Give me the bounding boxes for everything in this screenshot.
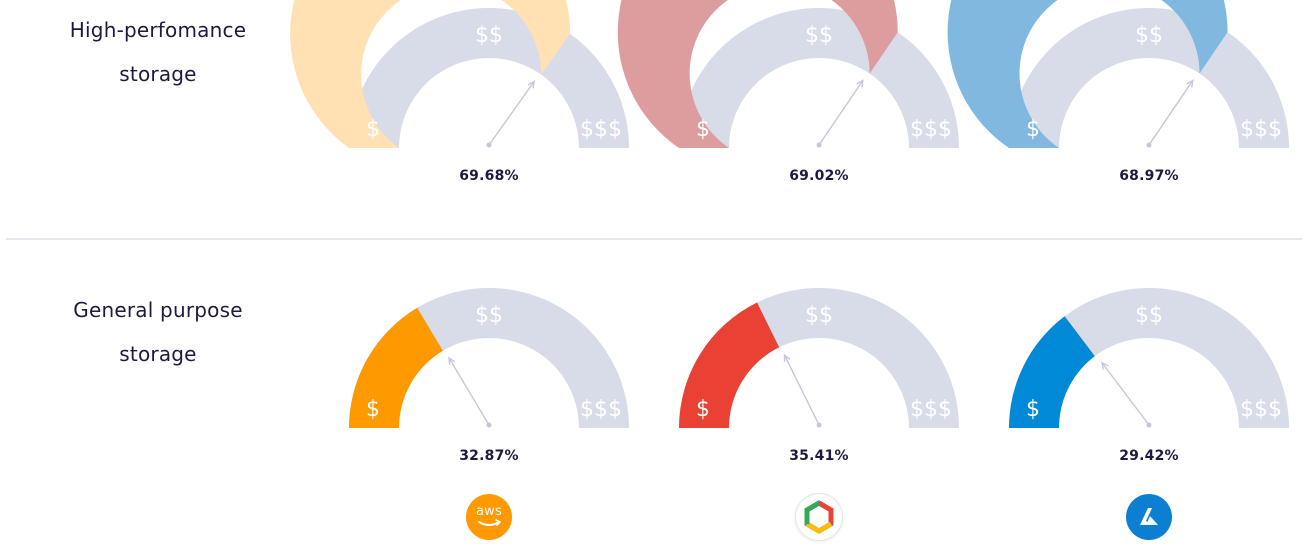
gauge-aws: $ $$ $$$ <box>349 280 629 430</box>
gauge-fill <box>947 0 1228 148</box>
gauge-svg: $$$$$$ <box>617 0 959 148</box>
gauge-svg: $$$$$$ <box>947 0 1289 148</box>
gauge-pivot <box>1146 422 1152 428</box>
gauge-svg: $$$$$$ <box>290 0 629 148</box>
gauge-value-label: 32.87% <box>459 448 519 464</box>
gauge-value-label: 68.97% <box>1119 168 1179 184</box>
gauge-pivot <box>1146 142 1152 148</box>
row-label-general-purpose: General purpose storage <box>30 288 286 376</box>
gauge-gcp: $ $$ $$$ <box>617 0 959 150</box>
gauge-needle-head <box>783 353 791 363</box>
tier-low-label: $ <box>696 397 710 422</box>
gauge-svg: $$$$$$ <box>1009 288 1289 428</box>
gauge-needle <box>1148 80 1194 146</box>
gauge-needle <box>818 80 864 146</box>
tier-high-label: $$$ <box>910 397 952 422</box>
tier-mid-label: $$ <box>805 303 833 328</box>
tier-mid-label: $$ <box>475 303 503 328</box>
gauge-value-label: 69.02% <box>789 168 849 184</box>
tier-low-label: $ <box>366 117 380 142</box>
gauge-pivot <box>816 142 822 148</box>
gauge-needle <box>488 81 535 146</box>
gauge-fill <box>1009 316 1095 428</box>
row-label-high-performance: High-perfomance storage <box>30 8 286 96</box>
gauge-fill <box>290 0 571 148</box>
row-label-line: storage <box>119 342 197 366</box>
gauge-needle-head <box>856 79 864 88</box>
gauge-needle-head <box>448 356 456 366</box>
azure-mark-icon <box>1140 508 1158 525</box>
row-label-line: storage <box>119 62 197 86</box>
gauge-needle-head <box>1101 361 1109 370</box>
gauge-aws: $ $$ $$$ <box>290 0 629 150</box>
gauge-pivot <box>486 422 492 428</box>
gauge-fill <box>349 307 443 428</box>
aws-logo-text: aws <box>476 504 502 519</box>
gauge-value-label: 35.41% <box>789 448 849 464</box>
gauge-fill <box>679 302 780 428</box>
gauge-needle <box>448 357 490 426</box>
tier-mid-label: $$ <box>1135 303 1163 328</box>
gauge-needle-head <box>527 80 536 89</box>
row-label-line: High-perfomance <box>69 18 247 42</box>
gauge-pivot <box>486 142 492 148</box>
gauge-needle <box>1101 362 1150 426</box>
gauge-needle-head <box>1186 79 1194 88</box>
azure-logo-icon <box>1126 494 1172 540</box>
tier-low-label: $ <box>696 117 710 142</box>
tier-low-label: $ <box>1026 117 1040 142</box>
tier-mid-label: $$ <box>475 23 503 48</box>
gauge-track <box>1009 288 1289 428</box>
tier-low-label: $ <box>1026 397 1040 422</box>
tier-mid-label: $$ <box>1135 23 1163 48</box>
tier-high-label: $$$ <box>580 397 622 422</box>
gauge-fill <box>617 0 898 148</box>
tier-low-label: $ <box>366 397 380 422</box>
gauge-svg: $$$$$$ <box>679 288 959 428</box>
gauge-pivot <box>816 422 822 428</box>
gauge-svg: $$$$$$ <box>349 288 629 428</box>
gauge-azure: $ $$ $$$ <box>947 0 1289 150</box>
gauge-azure: $ $$ $$$ <box>1009 280 1289 430</box>
tier-high-label: $$$ <box>1240 397 1282 422</box>
google-cloud-logo-icon <box>796 494 842 540</box>
tier-high-label: $$$ <box>910 117 952 142</box>
tier-mid-label: $$ <box>805 23 833 48</box>
tier-high-label: $$$ <box>1240 117 1282 142</box>
gauge-needle <box>783 354 820 426</box>
gauge-gcp: $ $$ $$$ <box>679 280 959 430</box>
row-label-line: General purpose <box>73 298 243 322</box>
aws-logo-icon: aws <box>466 494 512 540</box>
gauge-value-label: 29.42% <box>1119 448 1179 464</box>
row-divider <box>6 238 1302 240</box>
tier-high-label: $$$ <box>580 117 622 142</box>
aws-smile-icon <box>478 519 501 526</box>
gauge-value-label: 69.68% <box>459 168 519 184</box>
google-cloud-hexagon-icon <box>804 500 834 534</box>
